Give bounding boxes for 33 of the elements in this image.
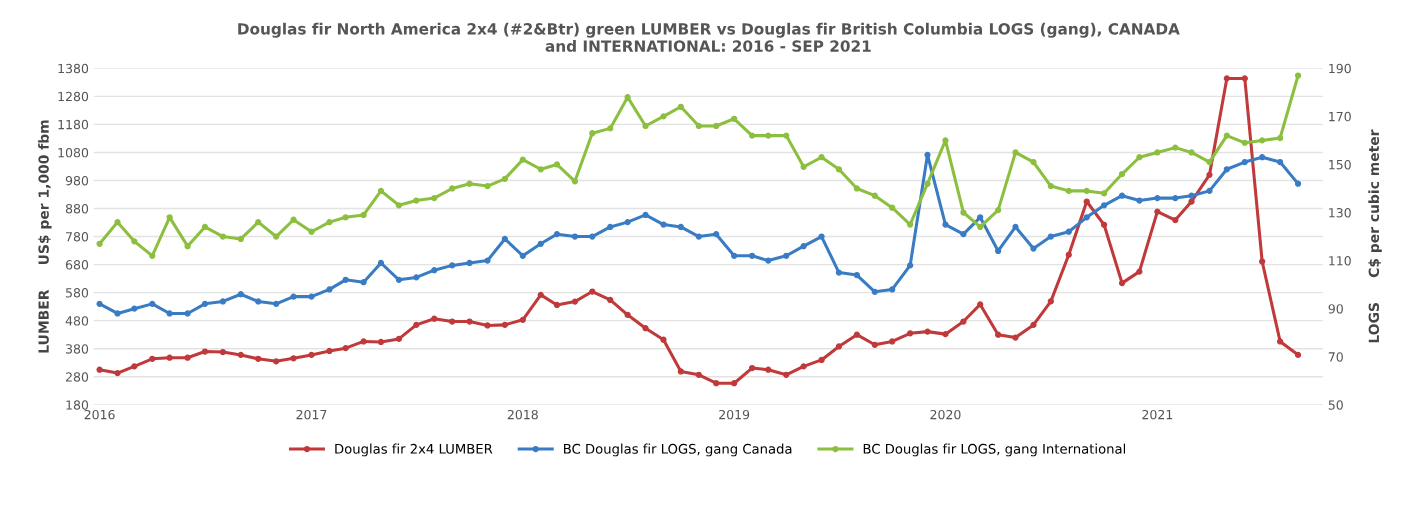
y-tick-label: 880	[65, 203, 89, 214]
y-tick-label: 180	[66, 400, 89, 410]
legend-label: BC Douglas fir LOGS, gang International	[863, 443, 1126, 457]
y2-tick-label: 190	[1329, 63, 1351, 74]
x-tick-label: 2021	[1142, 409, 1173, 420]
x-tick-label: 2019	[719, 409, 750, 420]
x-tick-label: 2018	[507, 409, 538, 420]
legend-label: BC Douglas fir LOGS, gang Canada	[564, 443, 792, 457]
y2-tick-label: 110	[1329, 256, 1351, 266]
y2-tick-label: 70	[1328, 352, 1343, 362]
y2-tick-label: 150	[1329, 159, 1351, 170]
y-tick-label: 980	[65, 175, 89, 186]
y-tick-label: 480	[65, 316, 89, 326]
y2-tick-label: 170	[1329, 111, 1351, 122]
y-tick-label: 580	[66, 288, 89, 298]
y2-axis-title: LOGS C$ per cubic meter	[1368, 129, 1382, 343]
x-tick-label: 2020	[930, 409, 961, 420]
x-tick-label: 2016	[84, 409, 115, 420]
y-tick-label: 1280	[58, 91, 89, 102]
legend-label: Douglas fir 2x4 LUMBER	[335, 443, 493, 457]
y-tick-label: 780	[66, 232, 89, 242]
chart-title: Douglas fir North America 2x4 (#2&Btr) green LUMBER vs Douglas fir British Columbia LOGS (gang), CANADA and INTERNATIONAL: 2016 - SEP 2021	[238, 22, 1180, 52]
y-tick-label: 380	[66, 344, 89, 354]
y2-tick-label: 90	[1328, 304, 1343, 314]
y-tick-label: 1380	[58, 63, 89, 74]
y-tick-label: 1080	[58, 147, 89, 158]
y-tick-label: 280	[65, 372, 89, 382]
y-axis-title: LUMBER US$ per 1,000 fbm	[38, 120, 52, 353]
y2-tick-label: 130	[1329, 207, 1351, 218]
y-tick-label: 680	[65, 260, 89, 270]
y2-tick-label: 50	[1328, 400, 1343, 410]
y-tick-label: 1180	[58, 119, 89, 130]
x-tick-label: 2017	[296, 409, 327, 420]
